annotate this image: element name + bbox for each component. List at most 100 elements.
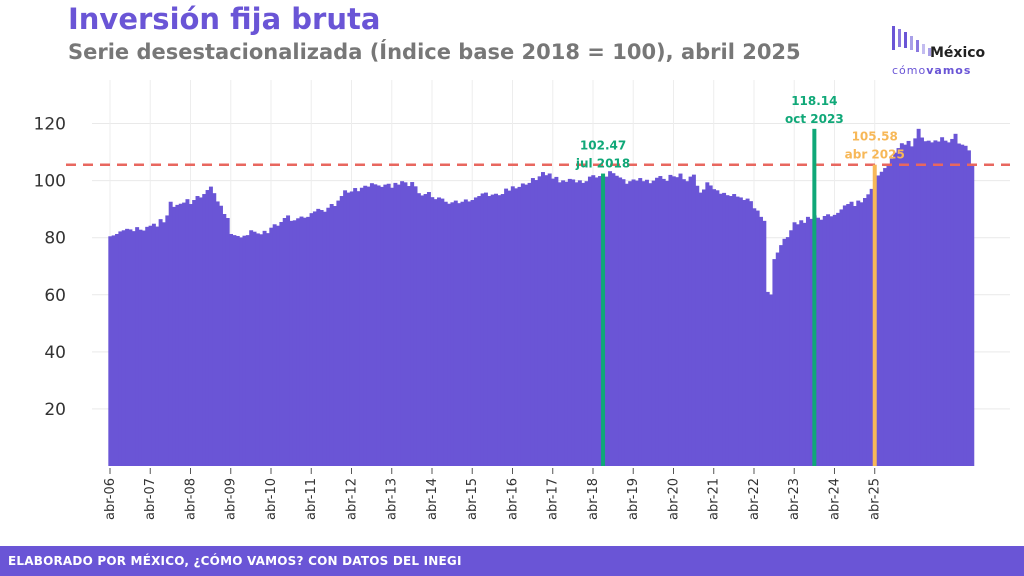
- highlight-bar: [872, 164, 877, 466]
- bar: [661, 178, 666, 466]
- bar: [322, 211, 327, 466]
- bar: [752, 208, 757, 466]
- bar: [547, 173, 552, 466]
- bar: [732, 194, 737, 467]
- bar: [219, 205, 223, 466]
- bar: [504, 188, 509, 467]
- bar: [329, 204, 334, 467]
- bar: [665, 180, 670, 467]
- bar: [530, 178, 535, 466]
- y-tick-label: 20: [44, 400, 66, 420]
- bar: [447, 203, 452, 466]
- bar: [416, 193, 421, 466]
- bar: [916, 128, 921, 466]
- bar: [668, 174, 673, 466]
- bar: [208, 186, 213, 466]
- logo-bars-icon: [892, 26, 931, 56]
- y-tick-label: 100: [34, 172, 66, 192]
- bar: [809, 218, 814, 466]
- bar: [510, 186, 515, 467]
- x-tick-label: abr-09: [224, 478, 239, 520]
- bar: [507, 190, 512, 466]
- bar: [316, 208, 321, 466]
- bar: [463, 199, 468, 466]
- bar: [876, 175, 881, 466]
- bar: [685, 181, 690, 466]
- bar: [265, 233, 270, 466]
- bar: [852, 206, 857, 466]
- annotation-date: oct 2023: [785, 112, 844, 126]
- bar: [396, 184, 401, 466]
- bar: [262, 230, 267, 466]
- bar: [879, 171, 884, 466]
- x-tick-label: abr-24: [827, 478, 842, 520]
- bar: [698, 192, 703, 466]
- bar: [799, 220, 804, 466]
- bar: [473, 197, 478, 467]
- bar: [433, 199, 438, 466]
- bar: [490, 194, 495, 466]
- bar: [701, 189, 706, 466]
- bar: [115, 233, 119, 466]
- bar: [380, 186, 384, 466]
- bar: [128, 229, 133, 466]
- bar: [235, 235, 240, 466]
- bar: [712, 189, 717, 466]
- bar: [202, 194, 207, 467]
- bar: [866, 194, 871, 466]
- bar: [185, 199, 190, 466]
- bar: [242, 235, 247, 466]
- x-tick-label: abr-13: [385, 478, 400, 520]
- bar: [420, 195, 425, 466]
- bar: [138, 229, 143, 466]
- bar: [168, 201, 173, 467]
- bar: [333, 206, 338, 466]
- bar: [856, 200, 861, 467]
- bar: [537, 176, 542, 467]
- bar: [909, 146, 914, 466]
- bar: [390, 187, 395, 466]
- x-tick-label: abr-23: [787, 478, 802, 520]
- bar: [691, 174, 696, 466]
- bar: [326, 207, 331, 466]
- bar: [296, 218, 301, 466]
- bar: [121, 230, 126, 466]
- bar: [299, 216, 304, 466]
- bar: [960, 144, 965, 466]
- bar: [108, 236, 113, 466]
- bar: [319, 210, 324, 466]
- bar: [353, 188, 358, 466]
- bar: [148, 225, 153, 466]
- bar: [936, 141, 941, 466]
- bar: [953, 133, 958, 466]
- bar: [135, 227, 140, 466]
- bar: [192, 200, 197, 466]
- annotation-value: 118.14: [791, 94, 837, 108]
- bar: [822, 216, 827, 466]
- bar: [363, 185, 368, 466]
- x-tick-label: abr-18: [586, 478, 601, 520]
- x-tick-label: abr-15: [465, 478, 480, 520]
- y-tick-label: 40: [44, 343, 66, 363]
- bar: [554, 176, 559, 466]
- bar: [195, 196, 200, 466]
- bar: [651, 180, 656, 466]
- bar: [349, 191, 354, 466]
- bar: [722, 192, 727, 467]
- highlight-bar: [812, 128, 817, 466]
- bar: [514, 188, 519, 466]
- bar: [426, 192, 431, 466]
- x-tick-label: abr-16: [505, 478, 520, 520]
- bar: [658, 176, 663, 466]
- bar: [705, 182, 710, 466]
- bar: [950, 138, 955, 467]
- x-tick-label: abr-19: [626, 478, 641, 520]
- chart-subtitle: Serie desestacionalizada (Índice base 20…: [68, 40, 801, 64]
- bar: [225, 218, 230, 466]
- bar: [906, 140, 911, 466]
- bar: [792, 222, 797, 466]
- bar: [141, 230, 146, 466]
- bar: [339, 196, 344, 466]
- bar: [494, 193, 498, 466]
- bar: [269, 227, 274, 466]
